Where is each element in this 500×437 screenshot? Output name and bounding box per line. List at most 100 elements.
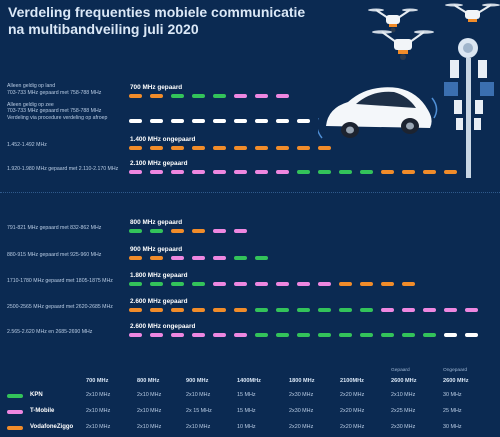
allocation-block-un xyxy=(213,119,226,123)
table-cell: 30 MHz xyxy=(443,424,462,430)
allocation-block-tm xyxy=(213,170,226,174)
allocation-block-kpn xyxy=(171,94,184,98)
allocation-block-kpn xyxy=(318,308,331,312)
allocation-block-vz xyxy=(339,282,352,286)
allocation-block-kpn xyxy=(276,308,289,312)
allocation-block-tm xyxy=(276,282,289,286)
table-column-header: 800 MHz xyxy=(137,378,160,384)
allocation-block-kpn xyxy=(318,333,331,337)
allocation-block-un xyxy=(465,333,478,337)
band-range-label: 703-733 MHz gepaard met 758-788 MHz xyxy=(7,89,102,96)
allocation-block-kpn xyxy=(150,282,163,286)
table-cell: 2x20 MHz xyxy=(340,424,365,430)
allocation-block-kpn xyxy=(360,308,373,312)
allocation-block-vz xyxy=(234,146,247,150)
table-cell: 2x10 MHz xyxy=(86,408,111,414)
band-range-label: 1.920-1.980 MHz gepaard met 2.110-2.170 … xyxy=(7,165,119,172)
operator-name: VodafoneZiggo xyxy=(30,424,74,430)
allocation-block-vz xyxy=(234,308,247,312)
band-title: 2.600 MHz ongepaard xyxy=(130,323,196,330)
table-cell: 2x30 MHz xyxy=(289,408,314,414)
allocation-block-tm xyxy=(213,256,226,260)
allocation-block-vz xyxy=(171,146,184,150)
table-cell: 2x10 MHz xyxy=(186,392,211,398)
table-cell: 25 MHz xyxy=(443,408,462,414)
allocation-block-vz xyxy=(171,308,184,312)
allocation-block-un xyxy=(297,119,310,123)
allocation-block-vz xyxy=(213,308,226,312)
drone-icon xyxy=(372,30,434,60)
table-cell: 2x25 MHz xyxy=(391,408,416,414)
allocation-block-vz xyxy=(444,170,457,174)
band-allocation-row xyxy=(129,282,423,286)
band-range-label: 703-733 MHz gepaard met 758-788 MHz xyxy=(7,108,102,115)
band-range-label: 791-821 MHz gepaard met 832-862 MHz xyxy=(7,224,102,231)
antenna-tower-icon xyxy=(444,38,494,178)
band-allocation-row xyxy=(129,333,486,337)
allocation-block-tm xyxy=(255,282,268,286)
allocation-block-tm xyxy=(192,170,205,174)
band-range-label: 2500-2565 MHz gepaard met 2620-2685 MHz xyxy=(7,303,113,310)
allocation-block-vz xyxy=(381,282,394,286)
drone-icon xyxy=(445,3,500,22)
allocation-block-un xyxy=(150,119,163,123)
table-column-header: 700 MHz xyxy=(86,378,109,384)
allocation-block-un xyxy=(129,119,142,123)
allocation-block-tm xyxy=(192,256,205,260)
allocation-block-tm xyxy=(171,170,184,174)
table-cell: 2x10 MHz xyxy=(86,392,111,398)
allocation-block-vz xyxy=(129,146,142,150)
allocation-block-kpn xyxy=(339,170,352,174)
band-allocation-row xyxy=(129,308,486,312)
allocation-block-tm xyxy=(234,170,247,174)
allocation-block-tm xyxy=(255,94,268,98)
table-cell: 10 MHz xyxy=(237,424,256,430)
table-cell: 2x10 MHz xyxy=(391,392,416,398)
band-allocation-row xyxy=(129,146,339,150)
band-range-label: 1.452-1.492 MHz xyxy=(7,141,47,148)
allocation-block-vz xyxy=(192,229,205,233)
allocation-block-tm xyxy=(234,94,247,98)
allocation-block-kpn xyxy=(171,282,184,286)
page-title: Verdeling frequenties mobiele communicat… xyxy=(8,4,338,38)
self-driving-car-icon xyxy=(318,87,438,139)
table-cell: 2x10 MHz xyxy=(137,424,162,430)
allocation-block-un xyxy=(171,119,184,123)
allocation-block-tm xyxy=(171,333,184,337)
allocation-block-vz xyxy=(150,94,163,98)
band-range-label: 880-915 MHz gepaard met 925-960 MHz xyxy=(7,251,102,258)
allocation-block-tm xyxy=(213,229,226,233)
table-cell: 2x20 MHz xyxy=(289,424,314,430)
allocation-block-tm xyxy=(444,308,457,312)
allocation-block-tm xyxy=(465,308,478,312)
allocation-block-tm xyxy=(129,333,142,337)
allocation-block-un xyxy=(192,119,205,123)
band-title: 1.800 MHz gepaard xyxy=(130,272,188,279)
allocation-block-tm xyxy=(171,256,184,260)
allocation-block-vz xyxy=(129,256,142,260)
allocation-block-kpn xyxy=(339,333,352,337)
table-cell: 2x30 MHz xyxy=(289,392,314,398)
table-cell: 2x10 MHz xyxy=(86,424,111,430)
allocation-block-kpn xyxy=(297,333,310,337)
allocation-block-vz xyxy=(192,308,205,312)
allocation-block-vz xyxy=(360,282,373,286)
table-cell: 2x10 MHz xyxy=(186,424,211,430)
allocation-block-vz xyxy=(192,146,205,150)
band-range-label: 1710-1780 MHz gepaard met 1805-1875 MHz xyxy=(7,277,113,284)
table-cell: 15 MHz xyxy=(237,392,256,398)
band-allocation-row xyxy=(129,170,465,174)
allocation-block-kpn xyxy=(360,333,373,337)
allocation-block-kpn xyxy=(255,333,268,337)
allocation-block-vz xyxy=(297,146,310,150)
table-cell: 15 MHz xyxy=(237,408,256,414)
allocation-block-kpn xyxy=(213,94,226,98)
band-allocation-row xyxy=(129,119,318,123)
allocation-block-tm xyxy=(213,282,226,286)
allocation-block-tm xyxy=(234,333,247,337)
table-cell: 2x10 MHz xyxy=(137,392,162,398)
allocation-block-kpn xyxy=(276,333,289,337)
allocation-block-vz xyxy=(150,256,163,260)
allocation-block-tm xyxy=(150,333,163,337)
operator-name: KPN xyxy=(30,392,43,398)
